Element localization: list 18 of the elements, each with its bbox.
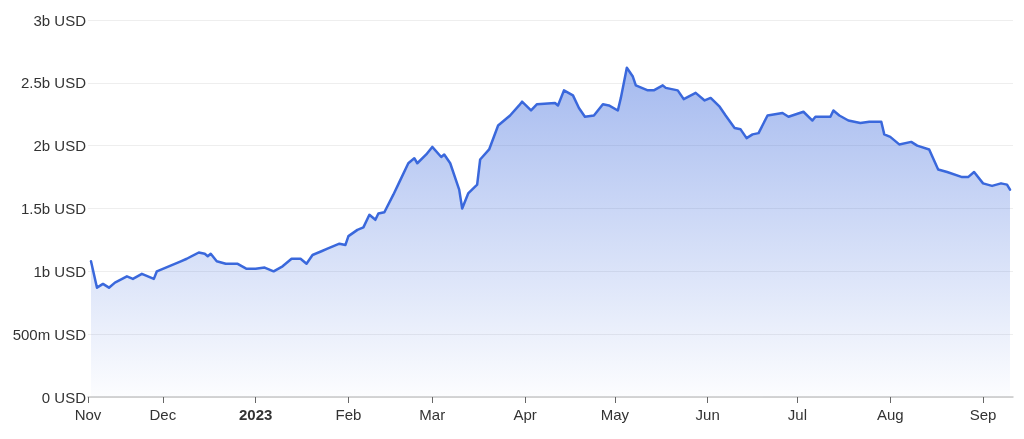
x-tick-label: Jul <box>787 406 808 423</box>
y-tick-label: 500m USD <box>12 325 87 343</box>
y-tick-label: 1b USD <box>33 262 87 280</box>
x-tick-label: Feb <box>335 406 362 423</box>
y-tick-label: 0 USD <box>41 388 87 406</box>
x-tick-label: May <box>600 406 630 423</box>
x-tick-label: Dec <box>149 406 177 423</box>
x-tick-label: Mar <box>419 406 446 423</box>
x-tick-label: Nov <box>74 406 102 423</box>
y-tick-label: 3b USD <box>33 11 87 29</box>
x-tick-label: 2023 <box>238 406 273 423</box>
y-tick-label: 2.5b USD <box>20 74 87 92</box>
y-tick-label: 2b USD <box>33 137 87 155</box>
y-tick-label: 1.5b USD <box>20 200 87 217</box>
x-tick-label: Aug <box>876 406 904 423</box>
x-tick-label: Jun <box>695 406 720 423</box>
x-tick-label: Sep <box>969 406 997 423</box>
x-tick-label: Apr <box>513 406 537 423</box>
